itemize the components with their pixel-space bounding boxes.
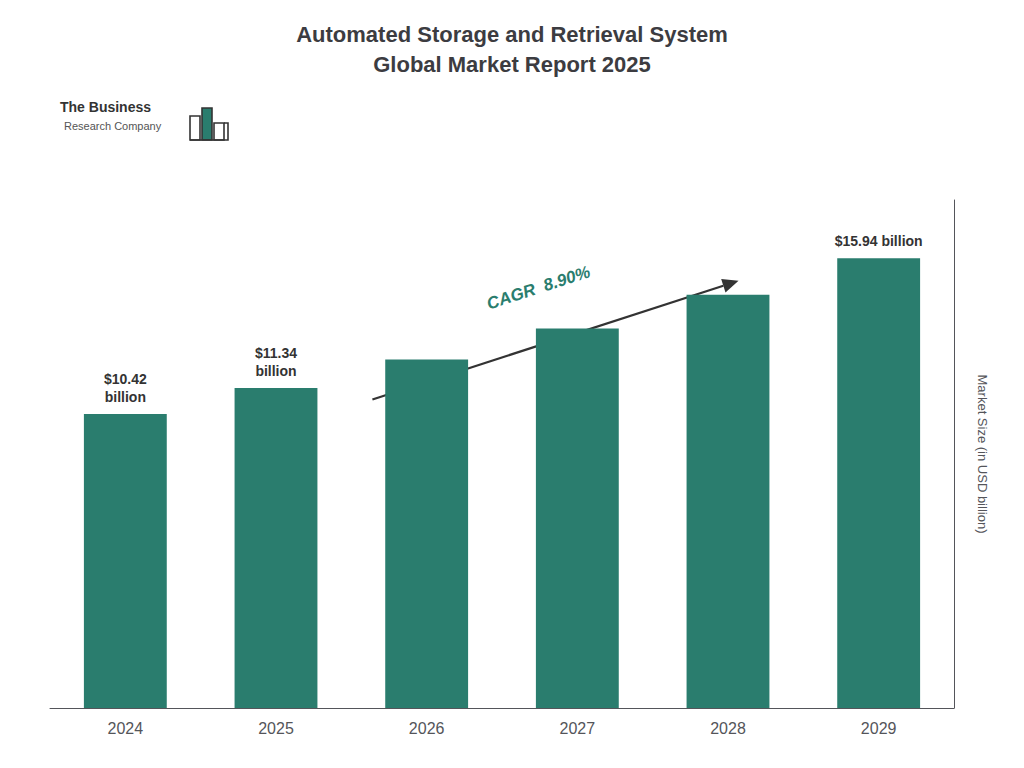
svg-text:2025: 2025: [258, 720, 294, 737]
svg-text:$15.94 billion: $15.94 billion: [835, 233, 923, 249]
svg-text:The Business: The Business: [60, 99, 151, 115]
svg-text:Global Market Report 2025: Global Market Report 2025: [373, 52, 651, 77]
svg-text:2029: 2029: [861, 720, 897, 737]
svg-text:$11.34: $11.34: [255, 345, 297, 361]
svg-text:CAGR 8.90%: CAGR 8.90%: [484, 262, 592, 313]
svg-text:2027: 2027: [560, 720, 596, 737]
svg-text:2026: 2026: [409, 720, 445, 737]
svg-text:Market Size (in USD billion): Market Size (in USD billion): [975, 375, 990, 534]
svg-text:2028: 2028: [710, 720, 746, 737]
svg-text:Research Company: Research Company: [64, 120, 162, 132]
svg-text:billion: billion: [105, 389, 146, 405]
svg-text:Automated Storage and Retrieva: Automated Storage and Retrieval System: [296, 22, 728, 47]
svg-text:billion: billion: [255, 363, 296, 379]
svg-text:2024: 2024: [108, 720, 144, 737]
svg-text:$10.42: $10.42: [104, 371, 147, 387]
